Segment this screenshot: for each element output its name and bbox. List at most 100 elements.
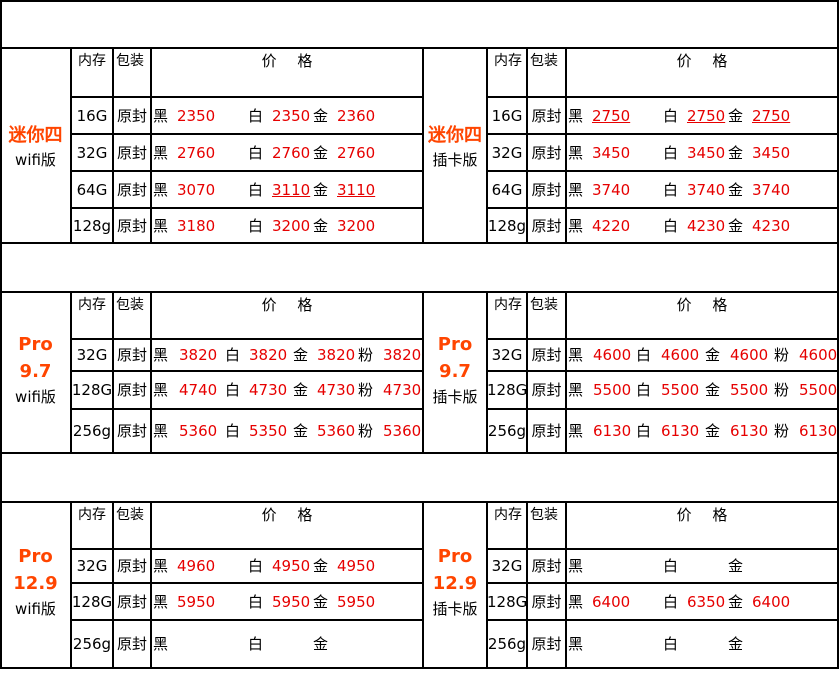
storage-cell: 32G [76, 346, 108, 364]
color-label: 黑 [153, 557, 169, 575]
price-value: 4600 [799, 346, 838, 364]
price-value: 3820 [317, 346, 356, 364]
col-header-packaging: 包装 [116, 507, 144, 523]
storage-cell: 32G [491, 557, 523, 575]
price-value: 5350 [249, 422, 288, 440]
col-header-storage: 内存 [494, 53, 522, 69]
packaging-cell: 原封 [116, 181, 147, 199]
color-label: 金 [728, 107, 744, 125]
price-value: 3450 [687, 144, 726, 162]
price-value: 3820 [383, 346, 422, 364]
price-value: 3200 [337, 217, 376, 235]
price-value: 5950 [337, 593, 376, 611]
grid-line [487, 370, 839, 372]
col-header-storage: 内存 [494, 507, 522, 523]
color-label: 黑 [568, 557, 584, 575]
col-header-price: 价 格 [676, 52, 728, 70]
storage-cell: 256g [487, 635, 527, 653]
color-label: 黑 [153, 181, 169, 199]
color-label: 金 [293, 346, 309, 364]
grid-line [70, 502, 72, 669]
col-header-price: 价 格 [261, 296, 313, 314]
packaging-cell: 原封 [116, 635, 147, 653]
color-label: 白 [663, 181, 679, 199]
price-value: 4600 [661, 346, 700, 364]
grid-line [526, 502, 528, 669]
packaging-cell: 原封 [531, 593, 562, 611]
color-label: 白 [248, 144, 264, 162]
color-label: 粉 [358, 346, 374, 364]
price-value: 4950 [272, 557, 311, 575]
packaging-cell: 原封 [531, 557, 562, 575]
price-value: 3110 [337, 181, 376, 199]
grid-line [422, 48, 424, 244]
grid-line [0, 667, 839, 669]
color-label: 白 [663, 593, 679, 611]
color-label: 白 [248, 593, 264, 611]
grid-line [0, 242, 839, 244]
color-label: 金 [313, 217, 329, 235]
color-label: 白 [248, 635, 264, 653]
color-label: 黑 [568, 593, 584, 611]
model-subtitle: 插卡版 [432, 150, 478, 169]
grid-line [150, 292, 152, 454]
grid-line [71, 582, 424, 584]
color-label: 金 [313, 107, 329, 125]
packaging-cell: 原封 [116, 557, 147, 575]
grid-line [71, 170, 424, 172]
price-value: 6130 [799, 422, 838, 440]
col-header-packaging: 包装 [116, 53, 144, 69]
packaging-cell: 原封 [531, 217, 562, 235]
packaging-cell: 原封 [531, 635, 562, 653]
model-subtitle: 插卡版 [432, 387, 478, 406]
packaging-cell: 原封 [116, 381, 147, 399]
price-value: 6350 [687, 593, 726, 611]
color-label: 金 [728, 217, 744, 235]
grid-line [0, 452, 839, 454]
color-label: 黑 [568, 107, 584, 125]
storage-cell: 16G [76, 107, 108, 125]
grid-line [70, 292, 72, 454]
grid-line [422, 292, 424, 454]
packaging-cell: 原封 [116, 346, 147, 364]
color-label: 白 [636, 381, 652, 399]
col-header-price: 价 格 [676, 506, 728, 524]
price-value: 5500 [661, 381, 700, 399]
price-value: 5360 [317, 422, 356, 440]
packaging-cell: 原封 [116, 144, 147, 162]
col-header-packaging: 包装 [530, 53, 558, 69]
price-value: 2360 [337, 107, 376, 125]
color-label: 白 [636, 346, 652, 364]
grid-line [487, 96, 839, 98]
color-label: 白 [663, 557, 679, 575]
color-label: 黑 [568, 422, 584, 440]
price-value: 4730 [317, 381, 356, 399]
price-value: 6130 [730, 422, 769, 440]
grid-line [0, 501, 839, 503]
grid-line [487, 619, 839, 621]
col-header-price: 价 格 [261, 506, 313, 524]
color-label: 金 [728, 557, 744, 575]
color-label: 白 [636, 422, 652, 440]
grid-line [0, 0, 839, 2]
color-label: 白 [248, 557, 264, 575]
price-value: 3450 [752, 144, 791, 162]
model-title: 迷你四 [428, 124, 482, 146]
col-header-price: 价 格 [261, 52, 313, 70]
color-label: 金 [728, 593, 744, 611]
price-value: 6130 [593, 422, 632, 440]
price-value: 5950 [177, 593, 216, 611]
color-label: 黑 [153, 217, 169, 235]
price-value: 3450 [592, 144, 631, 162]
color-label: 金 [705, 422, 721, 440]
storage-cell: 128G [71, 593, 113, 611]
storage-cell: 128G [71, 381, 113, 399]
price-value: 4740 [179, 381, 218, 399]
grid-line [486, 502, 488, 669]
color-label: 白 [248, 107, 264, 125]
price-value: 2350 [177, 107, 216, 125]
color-label: 白 [663, 144, 679, 162]
color-label: 金 [728, 181, 744, 199]
color-label: 白 [663, 107, 679, 125]
model-size: 9.7 [439, 360, 471, 382]
